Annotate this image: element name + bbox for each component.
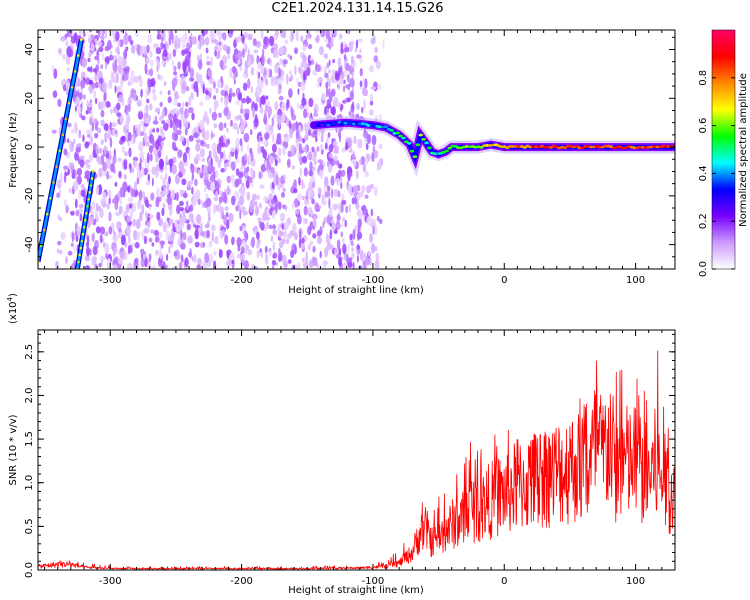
spectrogram-y-axis-label: Frequency (Hz) (8, 112, 19, 188)
chart-title: C2E1.2024.131.14.15.G26 (271, 1, 444, 16)
spectrogram-x-ticks: -300 -200 -100 0 100 (44, 30, 676, 286)
spectrogram-x-tick-label: 0 (501, 275, 507, 286)
spectrogram-frame (37, 29, 676, 270)
snr-x-tick-label: -100 (362, 576, 385, 587)
colorbar: 0.0 0.2 0.4 0.6 0.8 Normalized spectral ampl… (698, 29, 749, 277)
spectrogram-diagonal-line (74, 170, 96, 269)
spectrogram-signal-trace (307, 116, 675, 177)
snr-series-line (38, 350, 675, 570)
spectrogram-x-axis-label: Height of straight line (km) (288, 285, 424, 296)
spectrogram-x-tick-label: -100 (362, 275, 385, 286)
snr-x-axis-label: Height of straight line (km) (288, 585, 424, 596)
colorbar-tick-label: 0.2 (698, 213, 709, 229)
snr-y-scale-label: (x104) (6, 293, 19, 324)
snr-content (38, 350, 675, 570)
spectrogram-y-ticks: -40 -20 0 20 40 (24, 36, 675, 270)
spectrogram-y-tick-label: -20 (24, 188, 35, 204)
colorbar-label: Normalized spectral amplitude (738, 73, 749, 227)
colorbar-tick-label: 0.8 (698, 70, 709, 86)
snr-y-tick-label: 0.0 (24, 562, 35, 578)
spectrogram-y-tick-label: 20 (24, 92, 35, 105)
spectrogram-y-tick-label: 40 (24, 43, 35, 56)
colorbar-tick-label: 0.4 (698, 165, 709, 181)
snr-y-ticks: 0.0 0.5 1.0 1.5 2.0 2.5 (24, 333, 675, 578)
snr-y-tick-label: 1.5 (24, 431, 35, 447)
snr-plot-area (38, 330, 675, 570)
spectrogram-noise-band (51, 30, 385, 269)
snr-x-tick-label: 0 (501, 576, 507, 587)
snr-y-tick-label: 1.0 (24, 475, 35, 491)
colorbar-tick-label: 0.6 (698, 118, 709, 134)
snr-y-tick-label: 2.5 (24, 344, 35, 360)
colorbar-scale (711, 29, 736, 270)
spectrogram-diagonal-line (38, 38, 84, 263)
spectrogram-content (38, 30, 675, 269)
spectrogram-y-tick-label: 0 (24, 144, 35, 150)
spectrogram-x-tick-label: -300 (99, 275, 122, 286)
colorbar-tick-label: 0.0 (698, 261, 709, 277)
snr-x-ticks: -300 -200 -100 0 100 (44, 330, 676, 587)
snr-x-tick-label: 100 (626, 576, 645, 587)
snr-x-tick-label: -300 (99, 576, 122, 587)
snr-x-tick-label: -200 (230, 576, 253, 587)
colorbar-ticks: 0.0 0.2 0.4 0.6 0.8 (698, 70, 735, 277)
spectrogram-y-tick-label: -40 (24, 236, 35, 252)
spectrogram-x-tick-label: -200 (230, 275, 253, 286)
snr-y-tick-label: 2.0 (24, 388, 35, 404)
snr-panel: -300 -200 -100 0 100 0.0 0.5 1.0 1.5 2.0 2.5 Heig… (6, 293, 676, 596)
snr-y-axis-label: SNR (10 * v/v) (8, 414, 19, 485)
snr-frame (37, 329, 676, 571)
spectrogram-x-tick-label: 100 (626, 275, 645, 286)
snr-y-tick-label: 0.5 (24, 518, 35, 534)
